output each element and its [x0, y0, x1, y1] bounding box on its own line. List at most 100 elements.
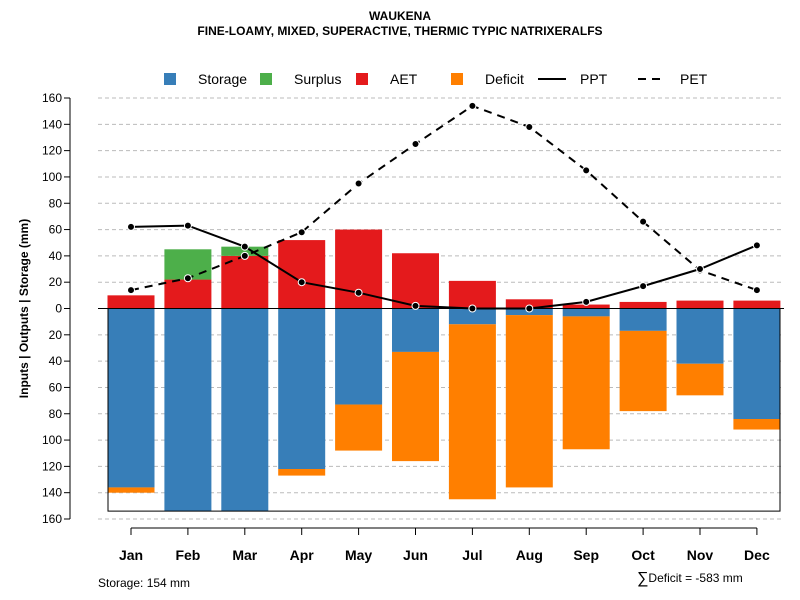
deficit-total-text: Deficit = -583 mm [648, 571, 743, 585]
y-tick-label: 100 [42, 433, 62, 447]
ppt-point [240, 242, 249, 251]
deficit-bar [278, 469, 326, 476]
x-tick-label: Mar [232, 547, 257, 563]
y-tick-label: 60 [49, 380, 63, 394]
aet-bar [733, 300, 781, 309]
ppt-point [525, 304, 534, 313]
deficit-bar [733, 419, 781, 430]
x-tick-label: Feb [175, 547, 200, 563]
ppt-point [696, 265, 704, 274]
pet-point [240, 251, 249, 260]
x-tick-label: Oct [631, 547, 655, 563]
y-tick-label: 120 [42, 144, 62, 158]
storage-bar [107, 308, 155, 488]
ppt-point [468, 304, 477, 313]
pet-point [752, 286, 761, 295]
storage-bar [676, 308, 724, 364]
y-tick-label: 160 [42, 512, 62, 526]
y-tick-label: 40 [49, 249, 63, 263]
pet-point [354, 179, 363, 188]
storage-bar [448, 308, 496, 325]
pet-point [127, 286, 135, 295]
x-tick-label: Apr [290, 547, 315, 563]
deficit-bar [619, 330, 667, 412]
ppt-point [297, 278, 306, 287]
ppt-point [582, 297, 591, 306]
ppt-line [130, 224, 758, 310]
y-axis-label: Inputs | Outputs | Storage (mm) [17, 219, 31, 398]
aet-bar [619, 301, 667, 309]
x-tick-label: Nov [687, 547, 714, 563]
aet-bar [505, 299, 553, 309]
x-tick-label: Dec [744, 547, 770, 563]
surplus-bar [221, 246, 269, 256]
chart-subtitle: FINE-LOAMY, MIXED, SUPERACTIVE, THERMIC … [197, 24, 603, 38]
deficit-bar [448, 324, 496, 500]
aet-bar [278, 240, 326, 309]
ppt-point [411, 301, 420, 310]
ppt-point [639, 282, 648, 291]
aet-bar [562, 304, 610, 309]
y-tick-label: 60 [49, 223, 63, 237]
x-tick-label: May [345, 547, 372, 563]
ppt-point [127, 222, 135, 231]
legend-label-storage: Storage [198, 71, 247, 87]
aet-bar [448, 280, 496, 309]
legend-swatch-storage [164, 73, 176, 85]
y-tick-label: 120 [42, 459, 62, 473]
aet-bar [107, 295, 155, 309]
y-tick-label: 20 [49, 275, 63, 289]
aet-bar [164, 279, 212, 309]
storage-bar [221, 308, 269, 512]
legend-label-ppt: PPT [580, 71, 608, 87]
pet-point [183, 274, 192, 283]
y-tick-label: 140 [42, 486, 62, 500]
ppt-point [354, 288, 363, 297]
x-tick-label: Jan [119, 547, 143, 563]
storage-bar [562, 308, 610, 317]
storage-bar [619, 308, 667, 331]
storage-bar [392, 308, 439, 352]
chart-title: WAUKENA [369, 9, 431, 23]
y-tick-label: 140 [42, 117, 62, 131]
legend-label-pet: PET [680, 71, 708, 87]
pet-point [639, 217, 648, 226]
legend-label-deficit: Deficit [485, 71, 524, 87]
total-deficit-note: ∑Deficit = -583 mm [637, 570, 743, 588]
x-tick-label: Aug [516, 547, 543, 563]
legend-swatch-surplus [260, 73, 272, 85]
deficit-bar [676, 363, 724, 396]
y-tick-label: 40 [49, 354, 63, 368]
deficit-bar [392, 351, 439, 462]
y-tick-label: 20 [49, 328, 63, 342]
y-tick-label: 100 [42, 170, 62, 184]
y-tick-label: 80 [49, 196, 63, 210]
legend-swatch-deficit [451, 73, 463, 85]
aet-bar [392, 253, 439, 309]
x-tick-label: Jun [403, 547, 428, 563]
sum-symbol: ∑ [637, 570, 649, 587]
deficit-bar [505, 315, 553, 488]
legend-label-surplus: Surplus [294, 71, 341, 87]
legend-label-aet: AET [390, 71, 418, 87]
storage-capacity-note: Storage: 154 mm [98, 576, 191, 590]
pet-point [297, 228, 306, 237]
deficit-bar [562, 316, 610, 450]
y-tick-label: 160 [42, 91, 62, 105]
ppt-point [183, 221, 192, 230]
ppt-point [752, 241, 761, 250]
x-tick-label: Sep [573, 547, 599, 563]
pet-point [468, 101, 477, 110]
x-tick-label: Jul [462, 547, 482, 563]
deficit-bar [107, 487, 155, 493]
storage-bar [278, 308, 326, 470]
pet-point [411, 140, 420, 149]
y-tick-label: 80 [49, 407, 63, 421]
pet-point [525, 122, 534, 131]
legend-swatch-aet [356, 73, 368, 85]
pet-point [582, 166, 591, 175]
storage-bar [335, 308, 383, 405]
storage-bar [164, 308, 212, 512]
storage-bar [733, 308, 781, 420]
